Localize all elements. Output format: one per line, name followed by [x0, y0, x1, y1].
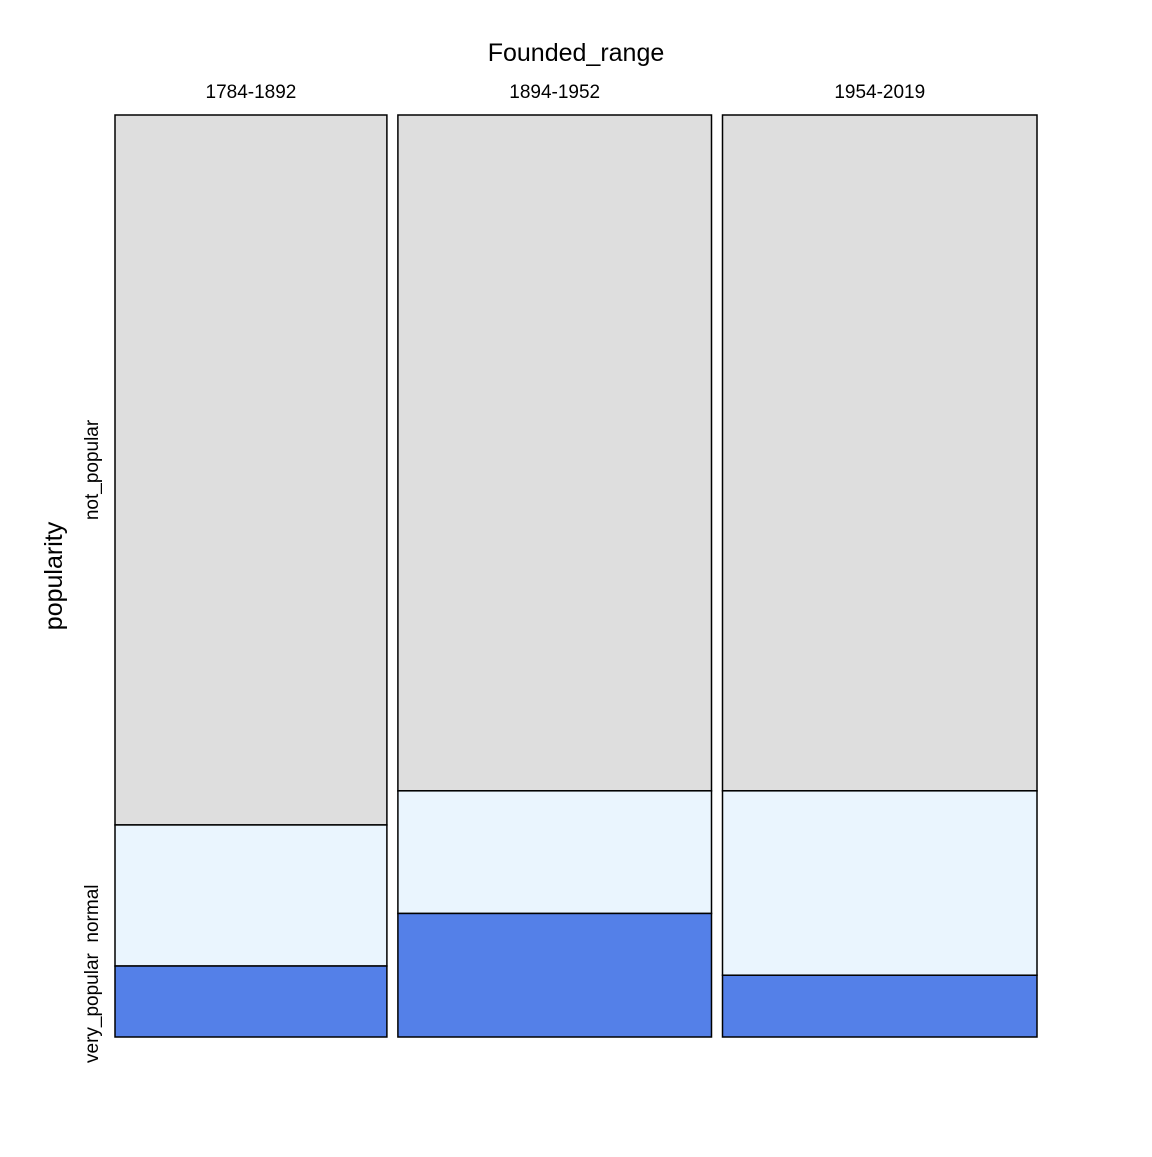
column-labels: 1784-1892 1894-1952 1954-2019	[206, 82, 926, 103]
row-label: very_popular normal	[82, 885, 103, 1063]
mosaic-cell-not-popular	[114, 114, 388, 826]
row-label: not_popular	[82, 419, 103, 520]
mosaic-cell-very-popular	[397, 912, 713, 1038]
column-label: 1894-1952	[509, 82, 600, 103]
column-label: 1784-1892	[206, 82, 297, 103]
mosaic-cell-normal	[114, 824, 388, 967]
mosaic-cell-not-popular	[397, 114, 713, 792]
mosaic-cells	[114, 114, 1038, 1038]
mosaic-cell-very-popular	[114, 965, 388, 1038]
mosaic-cell-normal	[397, 790, 713, 915]
mosaic-cell-not-popular	[721, 114, 1038, 792]
mosaic-cell-very-popular	[721, 974, 1038, 1038]
mosaic-cell-normal	[721, 790, 1038, 976]
column-label: 1954-2019	[834, 82, 925, 103]
row-variable-title: popularity	[40, 521, 68, 630]
column-variable-title: Founded_range	[488, 39, 665, 67]
row-labels: not_popular very_popular normal	[82, 419, 103, 1063]
